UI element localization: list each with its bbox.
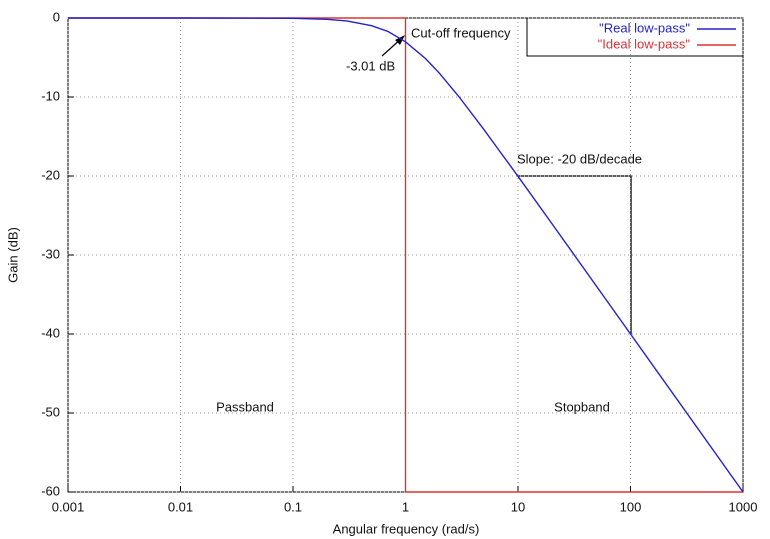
legend-label: "Real low-pass"	[599, 20, 690, 35]
y-tick-label: -20	[41, 167, 60, 182]
legend-box	[526, 17, 744, 57]
legend-label: "Ideal low-pass"	[598, 36, 691, 51]
x-tick-label: 10	[511, 499, 525, 514]
y-tick-label: -40	[41, 325, 60, 340]
series-line	[68, 17, 744, 493]
series-line	[68, 17, 743, 493]
y-tick-label: -10	[41, 88, 60, 103]
annotation: Slope: -20 dB/decade	[517, 151, 642, 166]
x-tick-label: 0.1	[284, 499, 302, 514]
slope-triangle	[518, 175, 632, 334]
x-tick-label: 1	[402, 499, 409, 514]
y-tick-label: -30	[41, 246, 60, 261]
annotation: Stopband	[554, 399, 610, 414]
arrow-head	[395, 35, 405, 45]
annotation: Passband	[216, 399, 274, 414]
y-tick-label: -60	[41, 483, 60, 498]
y-tick-label: 0	[53, 9, 60, 24]
x-tick-label: 1000	[729, 499, 758, 514]
x-tick-label: 100	[620, 499, 642, 514]
x-tick-label: 0.001	[52, 499, 85, 514]
x-tick-label: 0.01	[168, 499, 193, 514]
annotation: -3.01 dB	[346, 58, 395, 73]
annotation: Cut-off frequency	[411, 25, 511, 40]
x-axis-title: Angular frequency (rad/s)	[333, 521, 480, 536]
y-axis-title: Gain (dB)	[5, 227, 20, 283]
y-tick-label: -50	[41, 404, 60, 419]
